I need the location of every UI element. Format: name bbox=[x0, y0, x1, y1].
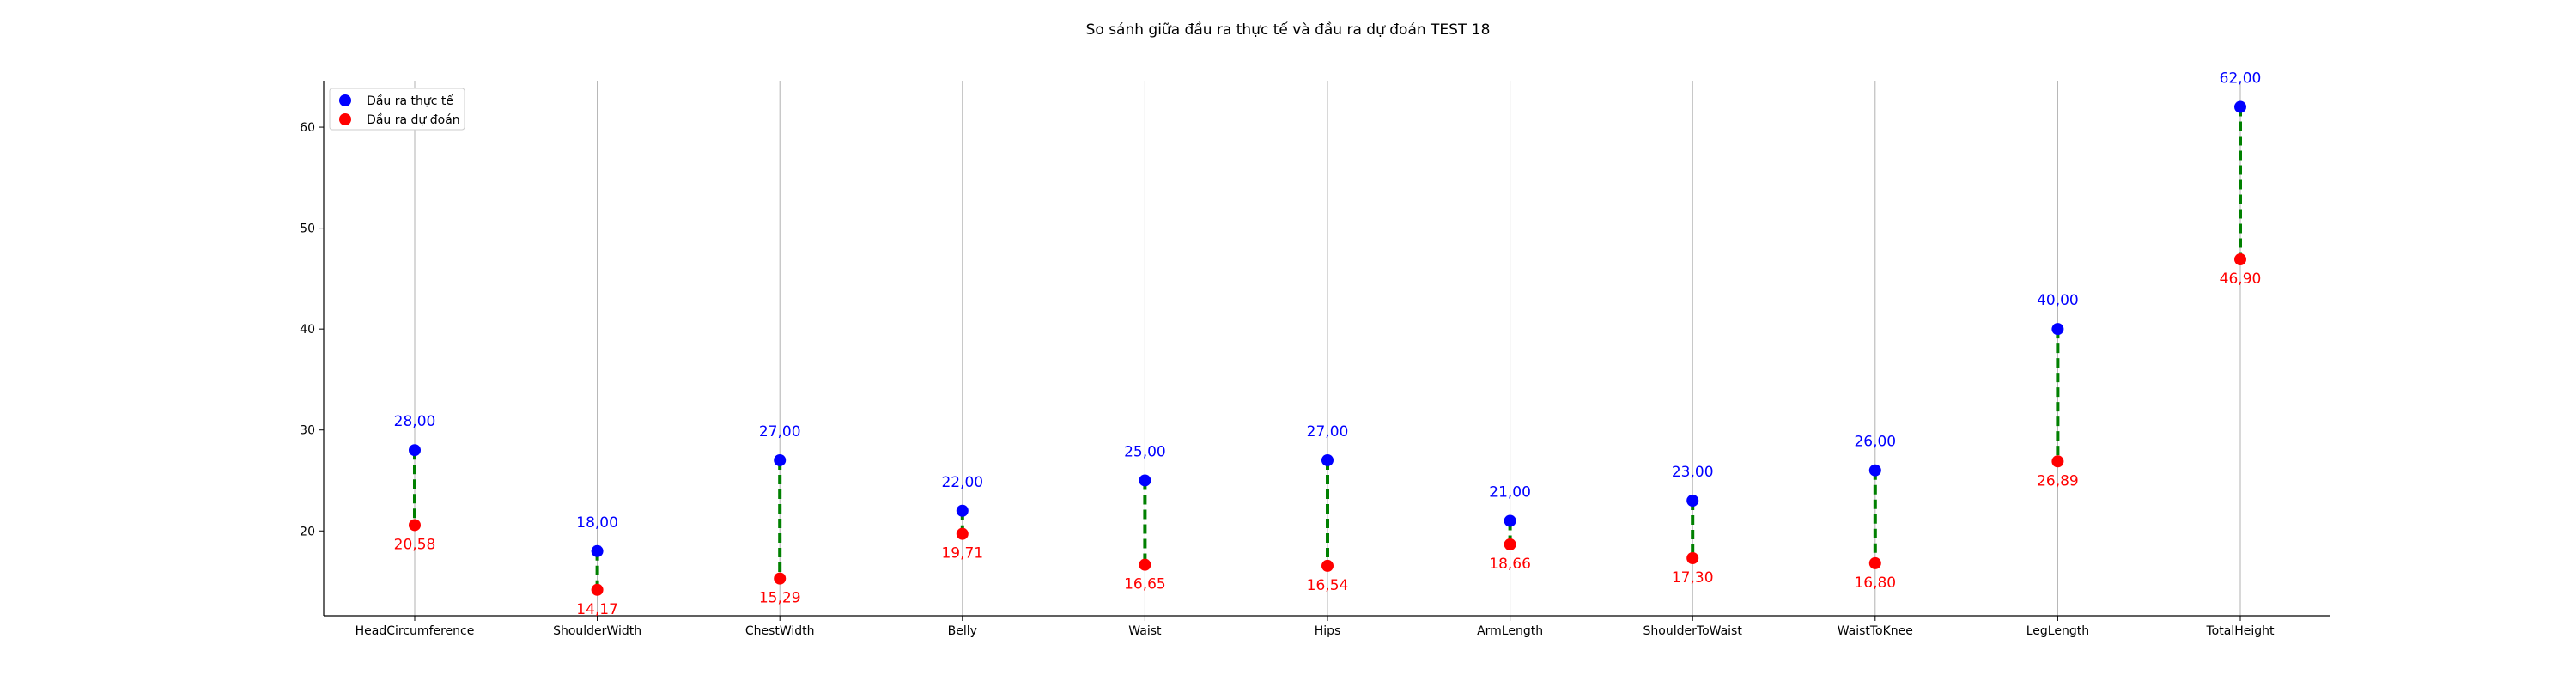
x-tick-label: Hips bbox=[1315, 624, 1341, 638]
data-labels: 28,00 20,58 18,00 14,17 27,00 15,29 22,00 19,71… bbox=[394, 70, 2262, 618]
legend-label-predicted: Đầu ra dự đoán bbox=[367, 113, 460, 127]
x-tick-label: ChestWidth bbox=[745, 624, 815, 638]
point-actual bbox=[409, 444, 421, 457]
label-actual: 28,00 bbox=[394, 413, 436, 430]
label-actual: 26,00 bbox=[1854, 434, 1896, 451]
x-tick-label: WaistToKnee bbox=[1838, 624, 1913, 638]
y-tick-label: 20 bbox=[300, 525, 315, 538]
label-actual: 23,00 bbox=[1672, 464, 1714, 481]
label-actual: 18,00 bbox=[576, 514, 618, 532]
x-tick-label: ShoulderToWaist bbox=[1643, 624, 1743, 638]
point-predicted bbox=[1321, 559, 1334, 572]
legend-marker-actual bbox=[339, 94, 351, 106]
point-actual bbox=[1868, 464, 1881, 477]
label-predicted: 19,71 bbox=[941, 545, 983, 562]
data-points bbox=[409, 100, 2246, 596]
x-tick-label: TotalHeight bbox=[2206, 624, 2275, 638]
x-tick-label: LegLength bbox=[2026, 624, 2089, 638]
label-predicted: 14,17 bbox=[576, 601, 618, 618]
legend-marker-predicted bbox=[339, 113, 351, 125]
label-actual: 27,00 bbox=[1307, 423, 1349, 441]
point-actual bbox=[774, 453, 787, 466]
label-predicted: 20,58 bbox=[394, 536, 436, 553]
point-predicted bbox=[1868, 556, 1881, 569]
point-actual bbox=[2051, 323, 2064, 336]
label-actual: 40,00 bbox=[2037, 292, 2079, 309]
point-predicted bbox=[2234, 253, 2246, 266]
x-tick-label: HeadCircumference bbox=[355, 624, 475, 638]
point-actual bbox=[1686, 494, 1699, 507]
label-predicted: 16,54 bbox=[1307, 577, 1349, 594]
chart-title: So sánh giữa đầu ra thực tế và đầu ra dự… bbox=[1086, 21, 1491, 39]
label-predicted: 18,66 bbox=[1489, 556, 1531, 573]
label-predicted: 16,80 bbox=[1854, 575, 1896, 592]
label-predicted: 16,65 bbox=[1124, 576, 1166, 593]
legend-label-actual: Đầu ra thực tế bbox=[367, 94, 453, 108]
x-tick-label: ArmLength bbox=[1477, 624, 1543, 638]
point-actual bbox=[956, 504, 969, 517]
label-predicted: 46,90 bbox=[2220, 271, 2262, 288]
point-actual bbox=[2234, 100, 2246, 113]
point-predicted bbox=[774, 572, 787, 585]
y-tick-label: 40 bbox=[300, 323, 315, 337]
point-predicted bbox=[1139, 558, 1151, 571]
y-tick-label: 60 bbox=[300, 121, 315, 135]
point-actual bbox=[591, 544, 604, 557]
point-predicted bbox=[1504, 538, 1516, 551]
point-predicted bbox=[2051, 455, 2064, 468]
legend: Đầu ra thực tế Đầu ra dự đoán bbox=[329, 88, 465, 131]
point-predicted bbox=[409, 519, 421, 532]
point-actual bbox=[1321, 453, 1334, 466]
label-actual: 22,00 bbox=[941, 474, 983, 491]
label-predicted: 26,89 bbox=[2037, 472, 2079, 489]
label-actual: 62,00 bbox=[2220, 70, 2262, 88]
point-predicted bbox=[591, 583, 604, 596]
label-predicted: 17,30 bbox=[1672, 569, 1714, 587]
legend-box bbox=[329, 88, 465, 131]
y-tick-label: 30 bbox=[300, 424, 315, 438]
axes: HeadCircumference ShoulderWidth ChestWidth… bbox=[300, 81, 2330, 638]
label-actual: 27,00 bbox=[759, 423, 801, 441]
y-tick-label: 50 bbox=[300, 222, 315, 236]
x-tick-label: ShoulderWidth bbox=[553, 624, 641, 638]
point-predicted bbox=[956, 527, 969, 540]
point-predicted bbox=[1686, 551, 1699, 564]
x-tick-label: Belly bbox=[948, 624, 977, 638]
x-tick-label: Waist bbox=[1128, 624, 1162, 638]
point-actual bbox=[1504, 514, 1516, 527]
point-actual bbox=[1139, 474, 1151, 487]
label-actual: 25,00 bbox=[1124, 443, 1166, 460]
label-predicted: 15,29 bbox=[759, 590, 801, 607]
label-actual: 21,00 bbox=[1489, 484, 1531, 502]
